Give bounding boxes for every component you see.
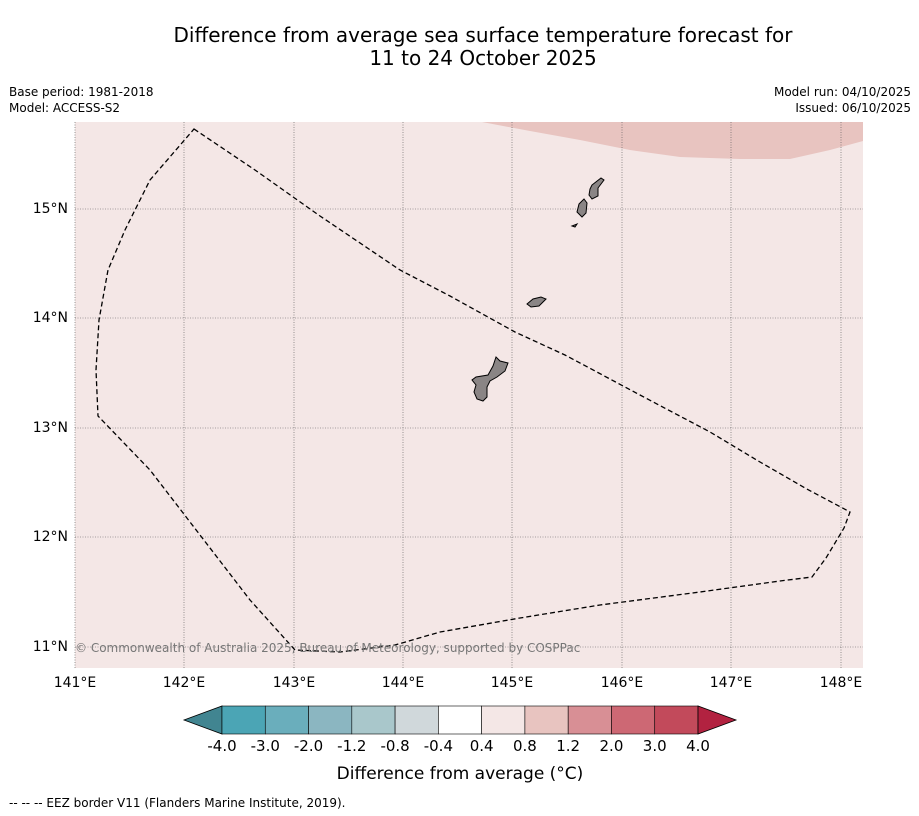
lon-label-141e: 141°E — [53, 675, 97, 691]
colorbar-segment — [611, 705, 656, 735]
colorbar-tick-label: 0.8 — [512, 737, 537, 755]
colorbar-label: Difference from average (°C) — [336, 764, 584, 784]
map-area — [75, 122, 863, 668]
saipan-island — [588, 177, 605, 200]
meta-left: Base period: 1981-2018 Model: ACCESS-S2 — [9, 84, 154, 116]
issued-date: Issued: 06/10/2025 — [795, 101, 911, 115]
tinian-island — [576, 198, 588, 218]
colorbar-segment — [394, 705, 439, 735]
warm-anomaly-region — [482, 122, 863, 159]
colorbar-tick-label: 1.2 — [556, 737, 581, 755]
meta-right: Model run: 04/10/2025 Issued: 06/10/2025 — [774, 84, 911, 116]
aguijan-islet — [570, 222, 579, 228]
colorbar-extend-high — [697, 705, 738, 735]
colorbar-segment — [524, 705, 569, 735]
colorbar-extend-low — [182, 705, 223, 735]
colorbar-segment — [654, 705, 699, 735]
colorbar-segment — [351, 705, 396, 735]
colorbar-tick-label: 2.0 — [599, 737, 624, 755]
lon-label-148e: 148°E — [819, 675, 863, 691]
colorbar — [182, 705, 738, 735]
model-run: Model run: 04/10/2025 — [773, 85, 911, 99]
lon-label-142e: 142°E — [162, 675, 206, 691]
lon-label-143e: 143°E — [272, 675, 316, 691]
lon-label-145e: 145°E — [490, 675, 534, 691]
lat-label-11n: 11°N — [32, 639, 68, 655]
colorbar-tick-label: -2.0 — [293, 737, 324, 755]
copyright-notice: © Commonwealth of Australia 2025, Bureau… — [75, 641, 581, 655]
colorbar-tick-label: 4.0 — [686, 737, 710, 755]
gridlines — [75, 122, 863, 668]
rota-island — [526, 296, 547, 308]
eez-border — [95, 128, 851, 653]
colorbar-tick-label: -0.4 — [423, 737, 453, 755]
base-period: Base period: 1981-2018 — [9, 85, 154, 99]
map-title-line1: Difference from average sea surface temp… — [173, 23, 793, 47]
lat-label-15n: 15°N — [32, 201, 68, 217]
lat-label-12n: 12°N — [32, 529, 68, 545]
lon-label-146e: 146°E — [600, 675, 644, 691]
colorbar-tick-label: -3.0 — [250, 737, 280, 755]
colorbar-segment — [264, 705, 309, 735]
colorbar-tick-label: -1.2 — [337, 737, 367, 755]
colorbar-tick-label: 0.4 — [469, 737, 494, 755]
colorbar-segment — [308, 705, 353, 735]
colorbar-segment — [221, 705, 266, 735]
colorbar-tick-label: -4.0 — [207, 737, 237, 755]
colorbar-segment — [438, 705, 482, 735]
colorbar-segment — [481, 705, 526, 735]
colorbar-segment — [567, 705, 612, 735]
lat-label-14n: 14°N — [32, 310, 68, 326]
lon-label-147e: 147°E — [709, 675, 753, 691]
model-name: Model: ACCESS-S2 — [9, 101, 121, 115]
lon-label-144e: 144°E — [381, 675, 425, 691]
map-title-line2: 11 to 24 October 2025 — [369, 46, 597, 70]
guam-island — [471, 356, 509, 402]
colorbar-tick-label: 3.0 — [642, 737, 667, 755]
eez-legend-note: -- -- -- EEZ border V11 (Flanders Marine… — [9, 796, 346, 810]
colorbar-tick-label: -0.8 — [380, 737, 410, 755]
lat-label-13n: 13°N — [32, 420, 68, 436]
